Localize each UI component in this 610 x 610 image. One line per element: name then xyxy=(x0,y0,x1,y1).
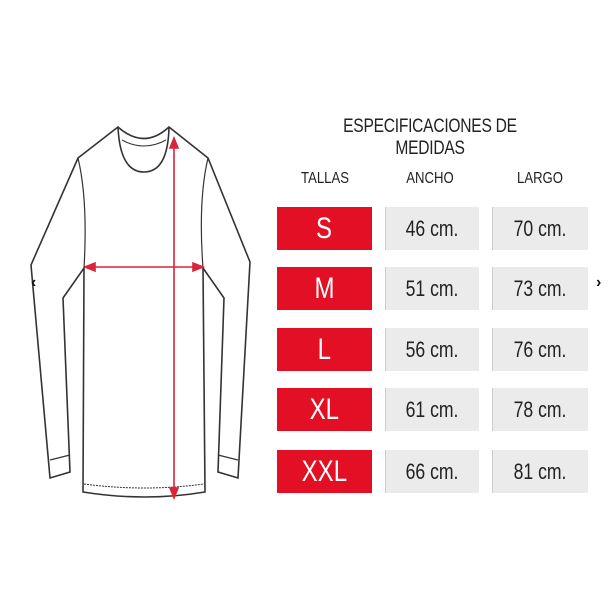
measure-arrows xyxy=(82,135,206,501)
ancho-value: 66 cm. xyxy=(406,458,459,484)
largo-value: 81 cm. xyxy=(514,458,567,484)
ancho-cell: 56 cm. xyxy=(385,328,479,371)
largo-value: 73 cm. xyxy=(514,275,567,301)
ancho-cell: 61 cm. xyxy=(385,388,479,431)
largo-value: 76 cm. xyxy=(514,336,567,362)
largo-cell: 76 cm. xyxy=(492,328,588,371)
header-tallas: TALLAS xyxy=(301,170,349,187)
size-label: XL xyxy=(309,392,340,426)
page-title: ESPECIFICACIONES DE MEDIDAS xyxy=(343,116,517,159)
size-cell: XXL xyxy=(277,450,372,493)
ancho-cell: 66 cm. xyxy=(385,450,479,493)
header-ancho: ANCHO xyxy=(406,170,454,187)
shirt-diagram xyxy=(30,125,251,501)
largo-cell: 73 cm. xyxy=(492,267,588,310)
ancho-value: 51 cm. xyxy=(406,275,459,301)
prev-arrow-icon[interactable]: ‹ xyxy=(31,274,37,291)
header-largo: LARGO xyxy=(517,170,563,187)
ancho-value: 61 cm. xyxy=(406,396,459,422)
size-label: L xyxy=(317,332,332,366)
size-label: S xyxy=(316,211,333,245)
ancho-cell: 51 cm. xyxy=(385,267,479,310)
largo-cell: 70 cm. xyxy=(492,207,588,250)
size-cell: L xyxy=(277,328,372,371)
ancho-value: 46 cm. xyxy=(406,215,459,241)
largo-value: 70 cm. xyxy=(514,215,567,241)
ancho-cell: 46 cm. xyxy=(385,207,479,250)
ancho-value: 56 cm. xyxy=(406,336,459,362)
size-label: XXL xyxy=(301,454,348,488)
size-cell: M xyxy=(277,267,372,310)
largo-value: 78 cm. xyxy=(514,396,567,422)
size-label: M xyxy=(314,271,335,305)
size-cell: S xyxy=(277,207,372,250)
size-cell: XL xyxy=(277,388,372,431)
next-arrow-icon[interactable]: › xyxy=(596,274,602,291)
largo-cell: 78 cm. xyxy=(492,388,588,431)
largo-cell: 81 cm. xyxy=(492,450,588,493)
